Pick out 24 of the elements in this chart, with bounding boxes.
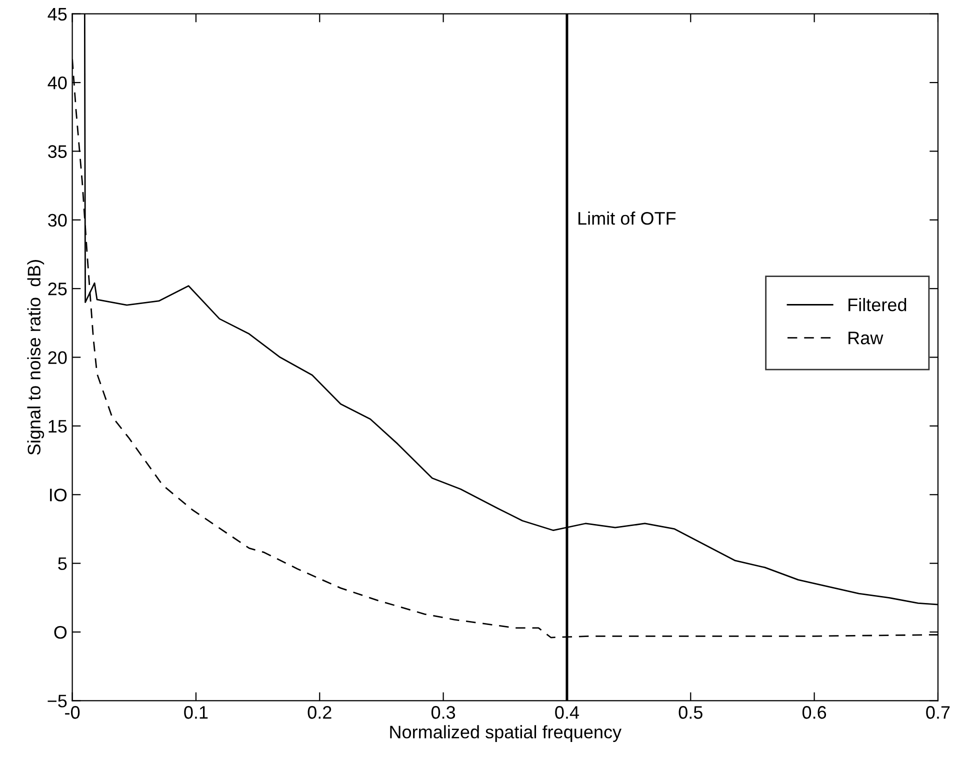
y-tick-label: 25 bbox=[48, 282, 67, 296]
x-tick-label: 0.6 bbox=[802, 706, 826, 719]
x-tick-label: 0.1 bbox=[184, 706, 208, 719]
y-tick-label: 5 bbox=[58, 557, 67, 570]
y-tick-label: IO bbox=[50, 488, 67, 502]
x-axis-title: Normalized spatial frequency bbox=[390, 725, 622, 742]
y-tick-label: 30 bbox=[48, 214, 67, 227]
y-tick-label: 35 bbox=[48, 145, 67, 158]
x-tick-label: 0.2 bbox=[308, 706, 332, 719]
y-axis-title: Signal to noise ratio dB) bbox=[27, 260, 44, 455]
x-tick-label: -0 bbox=[65, 706, 80, 719]
y-tick-label: O bbox=[54, 626, 67, 639]
legend-label: Raw bbox=[848, 332, 884, 344]
x-tick-label: 0.7 bbox=[926, 706, 950, 719]
y-tick-label: 45 bbox=[48, 8, 67, 21]
y-tick-label: 40 bbox=[48, 76, 67, 90]
y-tick-label: −5 bbox=[48, 694, 67, 708]
y-tick-label: 20 bbox=[48, 351, 67, 364]
x-tick-label: 0.5 bbox=[678, 706, 702, 719]
x-tick-label: 0.3 bbox=[431, 706, 456, 719]
x-tick-label: 0.4 bbox=[555, 706, 579, 719]
legend-label: Filtered bbox=[848, 298, 906, 312]
ref-line-label: Limit of OTF bbox=[578, 211, 676, 225]
y-tick-label: 15 bbox=[48, 420, 67, 433]
